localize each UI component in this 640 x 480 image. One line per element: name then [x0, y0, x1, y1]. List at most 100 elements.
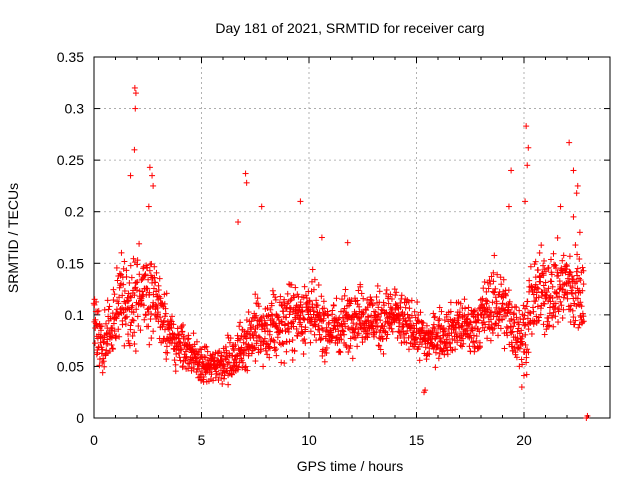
data-point	[479, 301, 486, 308]
data-point	[175, 335, 182, 342]
data-point	[132, 90, 139, 97]
data-point	[221, 363, 228, 370]
data-point	[488, 321, 495, 328]
data-point	[532, 281, 539, 288]
data-point	[278, 359, 285, 366]
data-point	[522, 321, 529, 328]
data-point	[498, 304, 505, 311]
data-point	[129, 302, 136, 309]
chart-title: Day 181 of 2021, SRMTID for receiver car…	[215, 20, 484, 36]
data-point	[98, 323, 105, 330]
data-point	[538, 292, 545, 299]
data-point	[558, 302, 565, 309]
data-point	[580, 313, 587, 320]
data-point	[238, 357, 245, 364]
data-point	[542, 268, 549, 275]
data-point	[284, 290, 291, 297]
data-point	[280, 308, 287, 315]
data-point	[148, 335, 155, 342]
data-point	[572, 317, 579, 324]
data-point	[263, 347, 270, 354]
data-point	[543, 326, 550, 333]
data-point	[283, 314, 290, 321]
data-point	[111, 291, 118, 298]
data-point	[155, 286, 162, 293]
data-point	[554, 234, 561, 241]
data-point	[291, 347, 298, 354]
data-point	[463, 316, 470, 323]
data-point	[486, 304, 493, 311]
data-point	[443, 313, 450, 320]
data-point	[183, 353, 190, 360]
data-point	[407, 318, 414, 325]
data-point	[550, 250, 557, 257]
data-point	[523, 371, 530, 378]
data-point	[315, 282, 322, 289]
data-point	[344, 239, 351, 246]
data-point	[416, 357, 423, 364]
data-point	[570, 167, 577, 174]
data-point	[387, 291, 394, 298]
data-point	[164, 349, 171, 356]
data-point	[449, 347, 456, 354]
data-point	[323, 344, 330, 351]
data-point	[412, 335, 419, 342]
data-point	[307, 328, 314, 335]
data-point	[513, 354, 520, 361]
data-point	[131, 84, 138, 91]
data-point	[540, 321, 547, 328]
data-point	[462, 305, 469, 312]
data-point	[126, 342, 133, 349]
data-point	[387, 304, 394, 311]
data-point	[111, 328, 118, 335]
data-point	[415, 343, 422, 350]
data-point	[150, 291, 157, 298]
data-point	[163, 290, 170, 297]
data-point	[489, 329, 496, 336]
data-point	[232, 341, 239, 348]
data-point	[127, 326, 134, 333]
data-point	[490, 269, 497, 276]
data-point	[547, 256, 554, 263]
data-point	[546, 294, 553, 301]
data-point	[474, 316, 481, 323]
data-point	[216, 348, 223, 355]
data-point	[560, 306, 567, 313]
data-point	[272, 296, 279, 303]
data-point	[495, 332, 502, 339]
data-point	[525, 144, 532, 151]
data-point	[523, 123, 530, 130]
data-point	[534, 284, 541, 291]
data-point	[535, 285, 542, 292]
data-point	[266, 345, 273, 352]
data-point	[526, 277, 533, 284]
data-point	[441, 351, 448, 358]
data-point	[200, 373, 207, 380]
data-point	[215, 349, 222, 356]
data-point	[264, 322, 271, 329]
data-point	[324, 308, 331, 315]
data-point	[293, 325, 300, 332]
data-point	[128, 274, 135, 281]
data-point	[369, 300, 376, 307]
data-point	[152, 301, 159, 308]
data-point	[488, 273, 495, 280]
data-point	[476, 344, 483, 351]
data-point	[264, 313, 271, 320]
data-point	[574, 182, 581, 189]
data-point	[507, 309, 514, 316]
data-point	[273, 323, 280, 330]
data-point	[176, 354, 183, 361]
data-point	[481, 278, 488, 285]
data-point	[182, 348, 189, 355]
data-point	[288, 281, 295, 288]
data-point	[483, 288, 490, 295]
data-point	[347, 342, 354, 349]
data-point	[480, 304, 487, 311]
data-point	[429, 331, 436, 338]
data-point	[434, 329, 441, 336]
data-point	[342, 286, 349, 293]
data-point	[476, 328, 483, 335]
data-point	[518, 335, 525, 342]
data-point	[510, 323, 517, 330]
